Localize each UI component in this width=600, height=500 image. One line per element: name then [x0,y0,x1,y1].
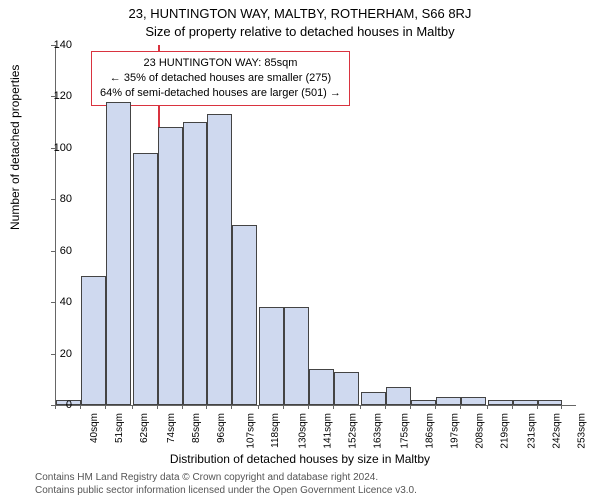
x-tick-mark [385,405,386,409]
x-tick-mark [182,405,183,409]
histogram-bar [81,276,106,405]
annotation-line2: ← 35% of detached houses are smaller (27… [100,71,341,86]
x-tick-label: 62sqm [139,413,150,443]
x-tick-mark [561,405,562,409]
y-tick-mark [51,96,55,97]
x-tick-label: 163sqm [373,413,384,449]
histogram-bar [436,397,461,405]
annotation-line3: 64% of semi-detached houses are larger (… [100,86,341,101]
x-tick-mark [308,405,309,409]
x-tick-label: 130sqm [298,413,309,449]
x-tick-mark [55,405,56,409]
y-axis-label: Number of detached properties [8,65,22,230]
x-tick-label: 219sqm [499,413,510,449]
plot-area: 23 HUNTINGTON WAY: 85sqm ← 35% of detach… [55,45,576,406]
x-tick-mark [435,405,436,409]
histogram-bar [461,397,486,405]
histogram-bar [133,153,158,405]
histogram-bar [361,392,386,405]
histogram-bar [207,114,232,405]
x-tick-mark [105,405,106,409]
histogram-bar [334,372,359,405]
x-tick-mark [283,405,284,409]
histogram-bar [386,387,411,405]
x-tick-mark [258,405,259,409]
chart-title-line2: Size of property relative to detached ho… [0,21,600,39]
histogram-bar [158,127,183,405]
chart-title-line1: 23, HUNTINGTON WAY, MALTBY, ROTHERHAM, S… [0,0,600,21]
x-tick-mark [231,405,232,409]
y-tick-mark [51,199,55,200]
y-tick-mark [51,251,55,252]
histogram-bar [488,400,513,405]
x-tick-label: 96sqm [216,413,227,443]
histogram-bar [309,369,334,405]
x-tick-label: 152sqm [348,413,359,449]
x-tick-label: 231sqm [526,413,537,449]
y-tick-mark [51,148,55,149]
x-tick-mark [157,405,158,409]
x-tick-label: 141sqm [323,413,334,449]
x-tick-mark [132,405,133,409]
x-tick-mark [460,405,461,409]
annotation-line1: 23 HUNTINGTON WAY: 85sqm [100,56,341,71]
x-tick-label: 242sqm [551,413,562,449]
footer-attribution: Contains HM Land Registry data © Crown c… [35,472,417,497]
x-tick-label: 197sqm [450,413,461,449]
histogram-bar [284,307,309,405]
x-tick-mark [333,405,334,409]
footer-line1: Contains HM Land Registry data © Crown c… [35,472,417,485]
footer-line2: Contains public sector information licen… [35,485,417,498]
y-tick-mark [51,45,55,46]
x-tick-label: 74sqm [166,413,177,443]
x-tick-label: 85sqm [191,413,202,443]
chart-container: 23, HUNTINGTON WAY, MALTBY, ROTHERHAM, S… [0,0,600,500]
histogram-bar [232,225,257,405]
x-tick-label: 208sqm [474,413,485,449]
x-tick-mark [80,405,81,409]
histogram-bar [411,400,436,405]
x-tick-mark [360,405,361,409]
x-tick-label: 253sqm [576,413,587,449]
histogram-bar [259,307,284,405]
x-tick-label: 186sqm [425,413,436,449]
x-tick-label: 175sqm [400,413,411,449]
x-tick-label: 107sqm [246,413,257,449]
y-tick-mark [51,302,55,303]
histogram-bar [513,400,538,405]
x-tick-label: 51sqm [114,413,125,443]
x-tick-label: 40sqm [89,413,100,443]
annotation-box: 23 HUNTINGTON WAY: 85sqm ← 35% of detach… [91,51,350,106]
histogram-bar [106,102,131,405]
histogram-bar [538,400,563,405]
x-tick-mark [410,405,411,409]
x-tick-label: 118sqm [270,413,281,448]
histogram-bar [183,122,208,405]
x-tick-mark [206,405,207,409]
x-tick-mark [487,405,488,409]
x-tick-mark [512,405,513,409]
y-tick-mark [51,354,55,355]
x-axis-label: Distribution of detached houses by size … [0,452,600,466]
x-tick-mark [537,405,538,409]
